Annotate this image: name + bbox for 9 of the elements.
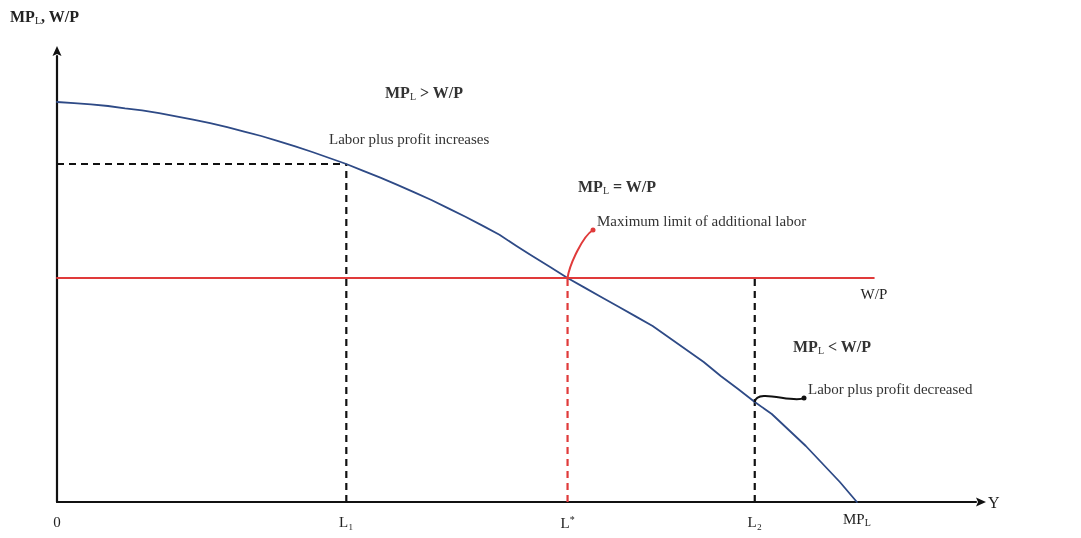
x-tick-label: L₂ — [747, 513, 762, 530]
x-axis-title: Y — [988, 493, 1000, 511]
annotation: Labor plus profit decreased — [808, 380, 974, 397]
x-tick-label: L₁ — [339, 513, 354, 530]
annotation: Labor plus profit increases — [329, 130, 490, 147]
series-label: W/P — [860, 285, 888, 302]
annotation: Maximum limit of additional labor — [597, 212, 807, 229]
x-tick-label: 0 — [53, 513, 61, 530]
x-tick-label: L* — [560, 513, 575, 531]
